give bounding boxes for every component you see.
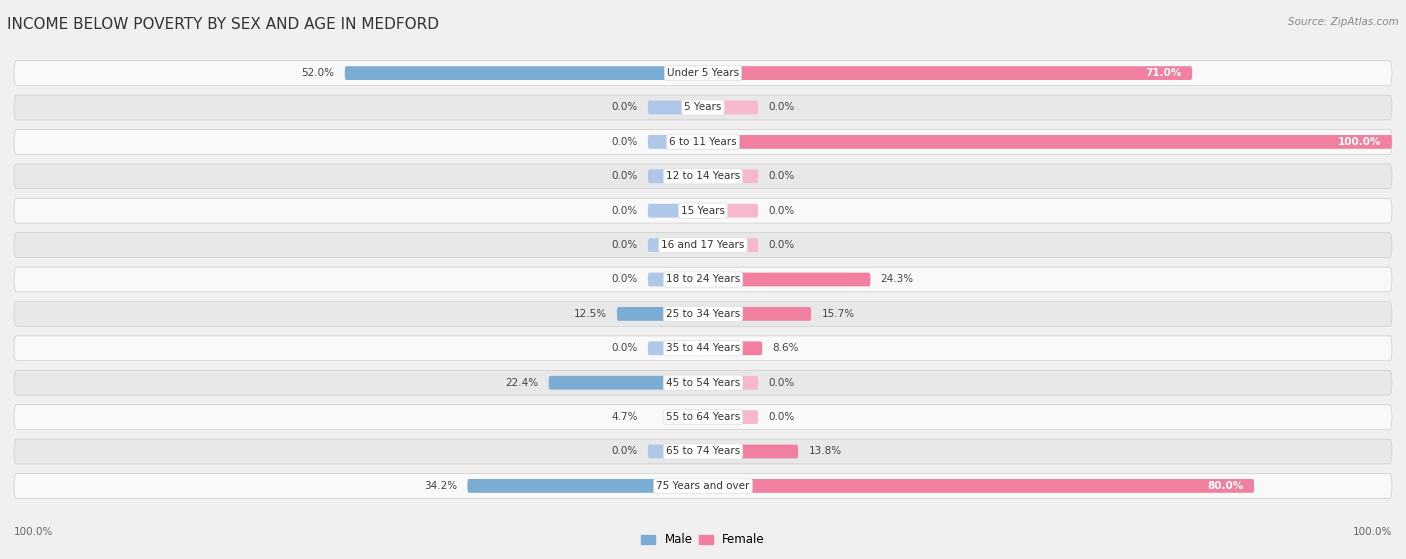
FancyBboxPatch shape: [703, 204, 758, 217]
FancyBboxPatch shape: [14, 198, 1392, 223]
FancyBboxPatch shape: [703, 135, 1392, 149]
Text: 0.0%: 0.0%: [612, 447, 637, 457]
FancyBboxPatch shape: [14, 61, 1392, 86]
FancyBboxPatch shape: [703, 101, 758, 115]
Text: 71.0%: 71.0%: [1146, 68, 1182, 78]
Text: 80.0%: 80.0%: [1208, 481, 1244, 491]
Text: 0.0%: 0.0%: [769, 412, 794, 422]
FancyBboxPatch shape: [14, 301, 1392, 326]
FancyBboxPatch shape: [703, 444, 799, 458]
FancyBboxPatch shape: [648, 135, 703, 149]
FancyBboxPatch shape: [344, 66, 703, 80]
FancyBboxPatch shape: [648, 342, 703, 355]
FancyBboxPatch shape: [703, 66, 1192, 80]
FancyBboxPatch shape: [648, 101, 703, 115]
Text: INCOME BELOW POVERTY BY SEX AND AGE IN MEDFORD: INCOME BELOW POVERTY BY SEX AND AGE IN M…: [7, 17, 439, 32]
Text: 75 Years and over: 75 Years and over: [657, 481, 749, 491]
FancyBboxPatch shape: [703, 376, 758, 390]
FancyBboxPatch shape: [14, 405, 1392, 429]
Text: 0.0%: 0.0%: [612, 137, 637, 147]
FancyBboxPatch shape: [703, 238, 758, 252]
Text: 18 to 24 Years: 18 to 24 Years: [666, 274, 740, 285]
FancyBboxPatch shape: [703, 169, 758, 183]
Text: 8.6%: 8.6%: [772, 343, 799, 353]
Text: 4.7%: 4.7%: [612, 412, 637, 422]
FancyBboxPatch shape: [14, 473, 1392, 498]
FancyBboxPatch shape: [648, 238, 703, 252]
Legend: Male, Female: Male, Female: [637, 528, 769, 551]
FancyBboxPatch shape: [548, 376, 703, 390]
FancyBboxPatch shape: [14, 95, 1392, 120]
Text: 0.0%: 0.0%: [612, 206, 637, 216]
Text: 12.5%: 12.5%: [574, 309, 606, 319]
Text: 34.2%: 34.2%: [425, 481, 457, 491]
FancyBboxPatch shape: [14, 130, 1392, 154]
Text: 24.3%: 24.3%: [880, 274, 914, 285]
Text: 0.0%: 0.0%: [769, 240, 794, 250]
FancyBboxPatch shape: [648, 444, 703, 458]
FancyBboxPatch shape: [14, 439, 1392, 464]
Text: 0.0%: 0.0%: [612, 102, 637, 112]
Text: 13.8%: 13.8%: [808, 447, 842, 457]
Text: 35 to 44 Years: 35 to 44 Years: [666, 343, 740, 353]
Text: 100.0%: 100.0%: [14, 527, 53, 537]
Text: 0.0%: 0.0%: [769, 171, 794, 181]
FancyBboxPatch shape: [14, 370, 1392, 395]
Text: 0.0%: 0.0%: [612, 274, 637, 285]
FancyBboxPatch shape: [617, 307, 703, 321]
Text: 12 to 14 Years: 12 to 14 Years: [666, 171, 740, 181]
FancyBboxPatch shape: [648, 204, 703, 217]
Text: 52.0%: 52.0%: [301, 68, 335, 78]
FancyBboxPatch shape: [14, 267, 1392, 292]
Text: 100.0%: 100.0%: [1339, 137, 1382, 147]
Text: 6 to 11 Years: 6 to 11 Years: [669, 137, 737, 147]
Text: 0.0%: 0.0%: [612, 343, 637, 353]
Text: 0.0%: 0.0%: [769, 378, 794, 388]
Text: 0.0%: 0.0%: [769, 206, 794, 216]
FancyBboxPatch shape: [703, 342, 762, 355]
Text: Under 5 Years: Under 5 Years: [666, 68, 740, 78]
FancyBboxPatch shape: [14, 164, 1392, 189]
Text: 25 to 34 Years: 25 to 34 Years: [666, 309, 740, 319]
FancyBboxPatch shape: [467, 479, 703, 493]
Text: 0.0%: 0.0%: [612, 171, 637, 181]
FancyBboxPatch shape: [703, 410, 758, 424]
Text: 0.0%: 0.0%: [612, 240, 637, 250]
FancyBboxPatch shape: [703, 273, 870, 286]
Text: Source: ZipAtlas.com: Source: ZipAtlas.com: [1288, 17, 1399, 27]
Text: 0.0%: 0.0%: [769, 102, 794, 112]
Text: 22.4%: 22.4%: [505, 378, 538, 388]
Text: 15.7%: 15.7%: [821, 309, 855, 319]
FancyBboxPatch shape: [703, 307, 811, 321]
Text: 5 Years: 5 Years: [685, 102, 721, 112]
Text: 100.0%: 100.0%: [1353, 527, 1392, 537]
Text: 16 and 17 Years: 16 and 17 Years: [661, 240, 745, 250]
FancyBboxPatch shape: [14, 233, 1392, 258]
Text: 55 to 64 Years: 55 to 64 Years: [666, 412, 740, 422]
Text: 15 Years: 15 Years: [681, 206, 725, 216]
FancyBboxPatch shape: [671, 410, 703, 424]
Text: 45 to 54 Years: 45 to 54 Years: [666, 378, 740, 388]
FancyBboxPatch shape: [648, 273, 703, 286]
FancyBboxPatch shape: [14, 336, 1392, 361]
FancyBboxPatch shape: [648, 169, 703, 183]
FancyBboxPatch shape: [703, 479, 1254, 493]
Text: 65 to 74 Years: 65 to 74 Years: [666, 447, 740, 457]
